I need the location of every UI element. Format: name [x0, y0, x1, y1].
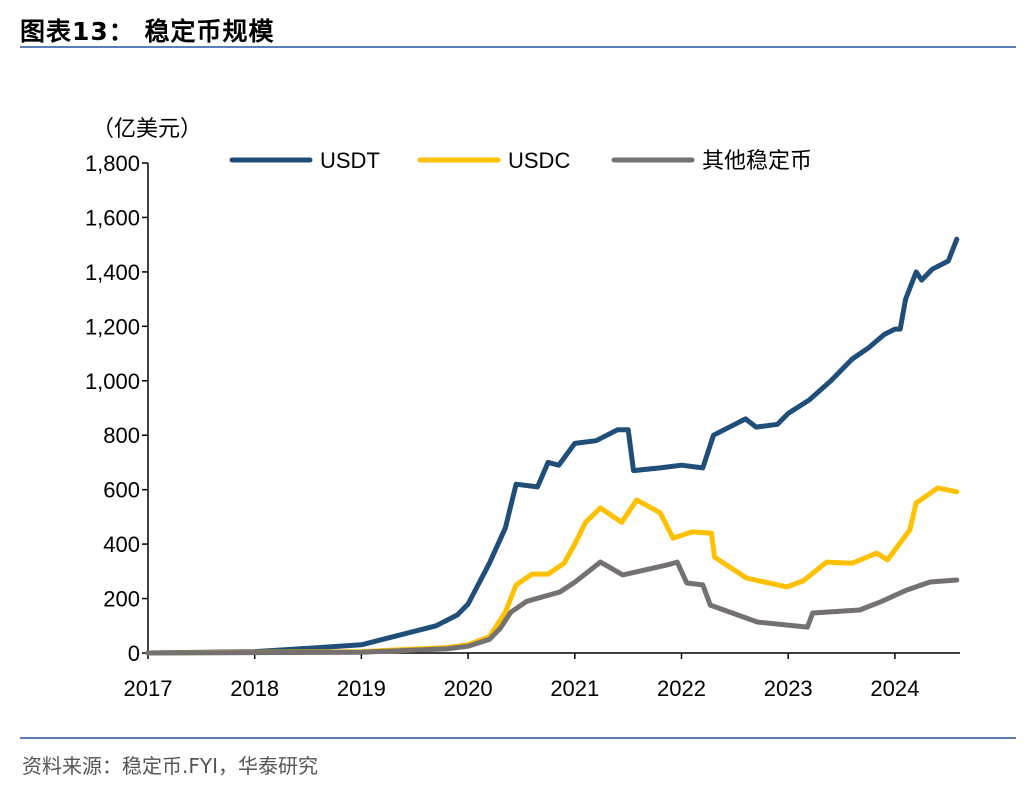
x-tick-label: 2019 — [337, 676, 386, 701]
header-divider — [20, 46, 1016, 48]
legend-label: USDT — [320, 148, 380, 173]
y-tick-label: 600 — [103, 478, 140, 503]
y-tick-label: 1,400 — [85, 260, 140, 285]
y-tick-label: 1,000 — [85, 369, 140, 394]
y-tick-label: 1,600 — [85, 205, 140, 230]
x-tick-label: 2022 — [657, 676, 706, 701]
x-tick-label: 2018 — [230, 676, 279, 701]
x-tick-label: 2021 — [550, 676, 599, 701]
y-tick-label: 400 — [103, 532, 140, 557]
series-line-1 — [145, 236, 960, 656]
footer-divider — [20, 737, 1016, 739]
y-tick-label: 200 — [103, 587, 140, 612]
y-tick-label: 0 — [128, 641, 140, 666]
chart-title: 图表13： 稳定币规模 — [20, 17, 275, 46]
x-tick-label: 2017 — [124, 676, 173, 701]
y-tick-label: 1,200 — [85, 314, 140, 339]
x-tick-label: 2024 — [870, 676, 919, 701]
series-line-2 — [145, 485, 960, 656]
source-note: 资料来源：稳定币.FYI，华泰研究 — [22, 754, 318, 778]
series-line-3 — [145, 559, 960, 656]
y-tick-label: 1,800 — [85, 151, 140, 176]
legend-label: 其他稳定币 — [702, 148, 812, 173]
legend-label: USDC — [508, 148, 570, 173]
y-axis-label: （亿美元） — [92, 117, 202, 142]
x-tick-label: 2023 — [764, 676, 813, 701]
x-tick-label: 2020 — [444, 676, 493, 701]
y-tick-label: 800 — [103, 423, 140, 448]
